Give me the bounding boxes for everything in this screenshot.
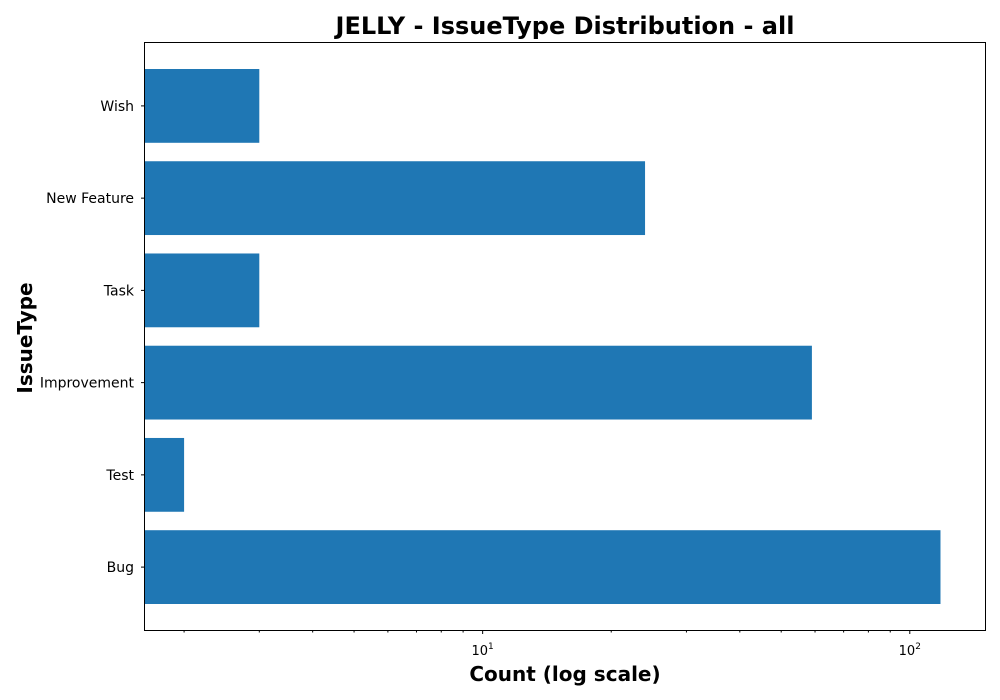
x-tick-label: 102 [899, 642, 921, 659]
y-axis-label: IssueType [13, 282, 37, 393]
y-tick-label: Wish [100, 99, 134, 115]
bars-group [145, 69, 941, 604]
bar-wish [145, 69, 260, 143]
bar-improvement [145, 345, 812, 420]
x-axis-ticks: 101 102 [183, 630, 921, 659]
bar-task [145, 253, 260, 328]
y-tick-label: New Feature [46, 191, 134, 207]
chart-title: JELLY - IssueType Distribution - all [334, 12, 795, 40]
y-tick-label: Test [105, 468, 134, 484]
y-tick-label: Task [103, 283, 135, 299]
bar-test [145, 437, 185, 512]
y-tick-label: Improvement [40, 376, 135, 392]
x-axis-label: Count (log scale) [469, 662, 660, 686]
x-tick-label: 101 [472, 642, 494, 659]
y-tick-label: Bug [107, 560, 134, 576]
y-axis-ticks: Bug Test Improvement Task New Feature Wish [40, 99, 145, 576]
bar-new-feature [145, 161, 646, 236]
plot-frame [144, 42, 986, 631]
bar-bug [145, 530, 941, 604]
